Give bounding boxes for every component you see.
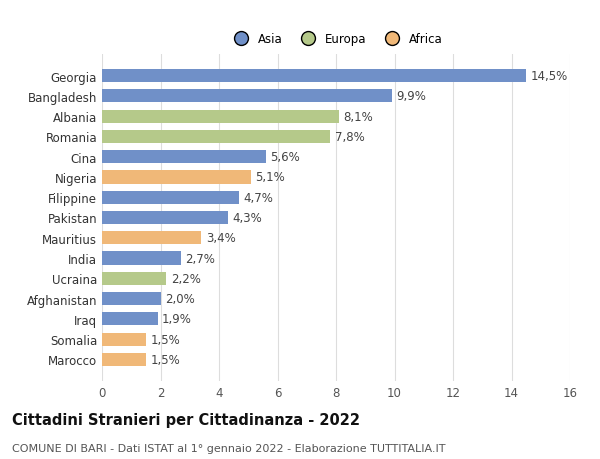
Bar (102, 212, 228, 224)
Bar (102, 272, 166, 285)
Bar (102, 292, 161, 306)
Bar (102, 130, 330, 144)
Bar (102, 110, 339, 123)
Text: 8,1%: 8,1% (343, 111, 373, 123)
Bar (102, 353, 146, 366)
Text: 4,7%: 4,7% (244, 191, 274, 204)
Bar (102, 252, 181, 265)
Bar (102, 151, 266, 164)
Bar (102, 90, 392, 103)
Text: 4,3%: 4,3% (232, 212, 262, 224)
Bar (102, 171, 251, 184)
Text: 9,9%: 9,9% (396, 90, 426, 103)
Text: COMUNE DI BARI - Dati ISTAT al 1° gennaio 2022 - Elaborazione TUTTITALIA.IT: COMUNE DI BARI - Dati ISTAT al 1° gennai… (12, 443, 445, 453)
Text: 2,2%: 2,2% (171, 272, 200, 285)
Text: 5,6%: 5,6% (270, 151, 300, 164)
Text: Cittadini Stranieri per Cittadinanza - 2022: Cittadini Stranieri per Cittadinanza - 2… (12, 413, 360, 428)
Bar (102, 191, 239, 204)
Text: 2,0%: 2,0% (165, 292, 194, 305)
Text: 1,5%: 1,5% (150, 353, 180, 366)
Text: 2,7%: 2,7% (185, 252, 215, 265)
Bar (102, 313, 158, 326)
Text: 5,1%: 5,1% (256, 171, 286, 184)
Text: 3,4%: 3,4% (206, 232, 236, 245)
Legend: Asia, Europa, Africa: Asia, Europa, Africa (224, 28, 448, 51)
Text: 1,9%: 1,9% (162, 313, 192, 325)
Text: 7,8%: 7,8% (335, 131, 364, 144)
Text: 14,5%: 14,5% (530, 70, 568, 83)
Bar (102, 232, 202, 245)
Bar (102, 333, 146, 346)
Bar (102, 70, 526, 83)
Text: 1,5%: 1,5% (150, 333, 180, 346)
